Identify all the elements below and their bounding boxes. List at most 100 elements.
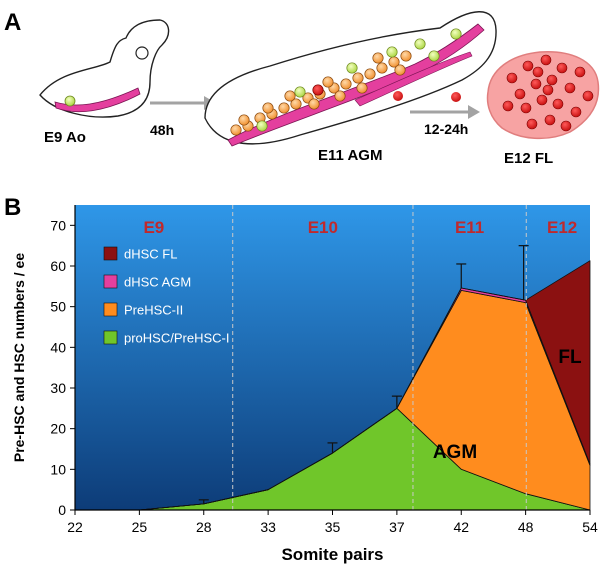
- arrow-label-12-24h: 12-24h: [424, 121, 468, 137]
- y-tick-label: 20: [50, 421, 66, 437]
- orange-cell-dot: [340, 78, 352, 90]
- red-cell-dot: [574, 66, 586, 78]
- legend-swatch: [103, 246, 118, 261]
- legend-label: dHSC AGM: [124, 275, 191, 290]
- agm-cell-cluster: [230, 28, 462, 136]
- y-tick-label: 40: [50, 339, 66, 355]
- legend-label: PreHSC-II: [124, 303, 183, 318]
- legend-swatch: [103, 330, 118, 345]
- red-cell-dot: [544, 114, 556, 126]
- orange-cell-dot: [356, 82, 368, 94]
- red-cell-dot: [520, 102, 532, 114]
- stage-label: E12: [547, 218, 577, 237]
- x-tick-label: 54: [582, 519, 598, 535]
- red-cell-dot: [522, 60, 534, 72]
- orange-cell-dot: [290, 98, 302, 110]
- red-cell-dot: [542, 84, 554, 96]
- red-cell-dot: [530, 78, 542, 90]
- red-cell-dot: [556, 62, 568, 74]
- y-tick-label: 10: [50, 461, 66, 477]
- y-tick-label: 50: [50, 299, 66, 315]
- red-cell-dot: [540, 54, 552, 66]
- orange-cell-dot: [372, 52, 384, 64]
- orange-cell-dot: [322, 76, 334, 88]
- green-cell-dot: [450, 28, 462, 40]
- orange-cell-dot: [334, 90, 346, 102]
- x-tick-label: 37: [389, 519, 405, 535]
- y-tick-label: 30: [50, 380, 66, 396]
- orange-cell-dot: [230, 124, 242, 136]
- red-cell-dot: [312, 84, 324, 96]
- stage-label: E10: [308, 218, 338, 237]
- x-tick-label: 33: [260, 519, 276, 535]
- red-cell-dot: [514, 88, 526, 100]
- orange-cell-dot: [262, 102, 274, 114]
- red-cell-dot: [502, 100, 514, 112]
- green-cell-dot: [386, 46, 398, 58]
- green-cell-dot: [256, 120, 268, 132]
- x-tick-label: 42: [453, 519, 469, 535]
- stage-label-e9: E9 Ao: [44, 129, 86, 146]
- e9-embryo: [39, 19, 170, 118]
- y-tick-label: 60: [50, 258, 66, 274]
- stage-label: E11: [455, 218, 484, 237]
- arrow-label-48h: 48h: [150, 122, 174, 138]
- red-cell-dot: [570, 106, 582, 118]
- y-axis-title: Pre-HSC and HSC numbers / ee: [11, 253, 27, 462]
- y-tick-label: 0: [58, 502, 66, 518]
- region-label: FL: [558, 347, 582, 368]
- red-cell-dot: [582, 90, 594, 102]
- region-label: AGM: [433, 442, 477, 463]
- stage-label: E9: [143, 218, 164, 237]
- migrating-cell-dot: [393, 91, 403, 101]
- orange-cell-dot: [278, 102, 290, 114]
- orange-cell-dot: [284, 90, 296, 102]
- orange-cell-dot: [238, 114, 250, 126]
- green-cell-dot: [294, 86, 306, 98]
- panel-letter-a: A: [4, 9, 21, 36]
- orange-cell-dot: [394, 64, 406, 76]
- stage-labels: E9 E10 E11 E12: [143, 218, 577, 237]
- arrow-e11-to-e12: [410, 105, 480, 119]
- red-cell-dot: [564, 82, 576, 94]
- region-labels: AGM FL: [433, 347, 582, 463]
- fl-cell-cluster: [502, 54, 594, 132]
- orange-cell-dot: [376, 62, 388, 74]
- x-tick-label: 25: [132, 519, 148, 535]
- orange-cell-dot: [308, 98, 320, 110]
- area-chart: E9 E10 E11 E12 dHSC FL dHSC AGM PreHSC-II proH…: [11, 205, 598, 564]
- red-cell-dot: [546, 74, 558, 86]
- e9-cell-dot: [64, 95, 76, 107]
- x-tick-label: 48: [518, 519, 534, 535]
- red-cell-dot: [552, 98, 564, 110]
- red-cell-dot: [532, 66, 544, 78]
- red-cell-dot: [526, 118, 538, 130]
- red-cell-dot: [536, 94, 548, 106]
- legend-swatch: [103, 302, 118, 317]
- stage-dividers: [232, 205, 527, 510]
- green-cell-dot: [428, 50, 440, 62]
- y-tick-labels: 0 10 20 30 40 50 60 70: [50, 217, 75, 518]
- error-bars: [198, 245, 529, 504]
- orange-cell-dot: [400, 50, 412, 62]
- x-tick-label: 28: [196, 519, 212, 535]
- legend-swatch: [103, 274, 118, 289]
- legend: dHSC FL dHSC AGM PreHSC-II proHSC/PreHSC-I: [103, 246, 229, 346]
- green-cell-dot: [414, 38, 426, 50]
- stacked-areas: [74, 260, 591, 511]
- stage-label-e12: E12 FL: [504, 150, 553, 167]
- stage-label-e11: E11 AGM: [318, 147, 382, 164]
- y-tick-label: 70: [50, 217, 66, 233]
- x-axis-title: Somite pairs: [281, 545, 383, 564]
- x-tick-label: 22: [67, 519, 83, 535]
- area-dhsc-fl: [74, 260, 591, 511]
- red-cell-dot: [506, 72, 518, 84]
- legend-label: proHSC/PreHSC-I: [124, 331, 229, 346]
- panel-letter-b: B: [4, 194, 21, 221]
- red-cell-dot: [560, 120, 572, 132]
- legend-label: dHSC FL: [124, 247, 177, 262]
- green-cell-dot: [346, 62, 358, 74]
- x-tick-labels: 22 25 28 33 35 37 42 48 54: [67, 510, 598, 535]
- orange-cell-dot: [352, 72, 364, 84]
